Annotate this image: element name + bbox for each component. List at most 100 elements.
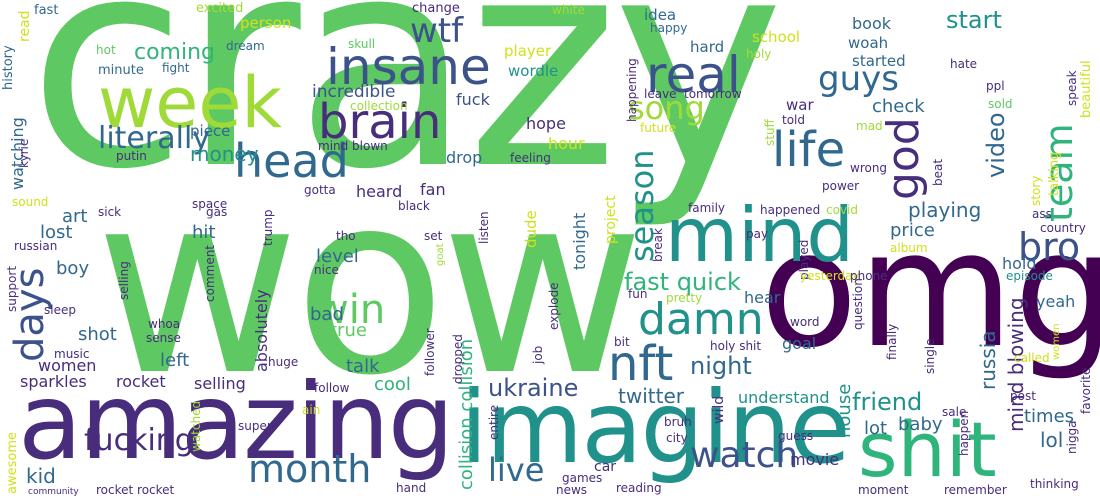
word-story: story (1029, 175, 1043, 206)
word-change: change (412, 1, 460, 16)
word-space: space (192, 197, 228, 211)
word-question: question (851, 278, 865, 330)
word-mind-blown: mind blown (318, 139, 388, 153)
word-money: money (190, 142, 259, 166)
word-house: house (834, 383, 855, 438)
word-tho: tho (336, 229, 356, 243)
word-remember: remember (944, 483, 1007, 497)
word-sound: sound (12, 195, 49, 209)
word-russia: russia (976, 330, 1000, 390)
word-watch: watch (690, 435, 799, 476)
word-wild: wild (711, 395, 727, 424)
word-night: night (690, 352, 752, 380)
word-happen: happen (957, 410, 971, 456)
word-music: music (54, 347, 90, 361)
word-wow: wow (95, 139, 645, 430)
word-book: book (852, 14, 891, 33)
word-real: real (646, 46, 741, 104)
word-baby: baby (898, 414, 943, 435)
word-listen: listen (477, 211, 491, 244)
word-moment: moment (858, 483, 909, 497)
word-incredible: incredible (312, 82, 396, 102)
word-kid: kid (26, 464, 56, 488)
word-win: win (316, 287, 386, 333)
word-true: true (330, 320, 367, 341)
word-cool: cool (374, 374, 411, 395)
word-nft: nft (608, 336, 674, 392)
word-song: song (628, 89, 705, 127)
word-women-small: women (1051, 323, 1062, 360)
word-live: live (488, 451, 545, 489)
word-bruh: bruh (664, 415, 692, 429)
word-mad: mad (856, 119, 883, 133)
word-friend: friend (852, 388, 923, 416)
word-sense: sense (146, 331, 181, 345)
word-idea: idea (644, 6, 677, 24)
word-hold: hold (1002, 254, 1037, 273)
word-woah: woah (848, 34, 889, 52)
word-nigga: nigga (1065, 420, 1079, 454)
word-yeah: yeah (1036, 292, 1076, 311)
word-skull: skull (348, 37, 376, 51)
word-dropped: dropped (451, 334, 465, 384)
word-happened: happened (760, 203, 821, 217)
word-talk: talk (346, 356, 380, 377)
word-project: project (603, 195, 619, 244)
word-support: support (5, 265, 19, 312)
word-bit: bit (614, 335, 630, 349)
word-gotta: gotta (304, 183, 336, 197)
word-watched: watched (189, 400, 203, 452)
word-twitter: twitter (618, 384, 684, 408)
word-head: head (234, 134, 349, 188)
word-fun: fun (628, 287, 648, 301)
word-city: city (666, 431, 688, 445)
word-times: times (1024, 406, 1075, 427)
word-games: games (562, 471, 603, 485)
word-war: war (786, 96, 814, 114)
word-talking: talking (1047, 151, 1062, 196)
word-imagine: imagine (460, 369, 851, 486)
word-gas: gas (206, 205, 228, 219)
word-life: life (772, 122, 846, 178)
word-episode: episode (1006, 269, 1053, 283)
word-literally: literally (98, 121, 211, 156)
word-hot: hot (96, 43, 116, 57)
word-entire: entire (487, 404, 501, 440)
word-hard: hard (690, 38, 725, 56)
word-future: future (640, 121, 677, 135)
word-lol: lol (1040, 428, 1064, 452)
word-sick: sick (98, 205, 122, 219)
word-dream: dream (226, 39, 265, 53)
word-huge: huge (268, 355, 299, 369)
word-bro: bro (1018, 225, 1081, 269)
word-told: told (782, 113, 805, 127)
word-selling: selling (194, 374, 246, 393)
word-hear: hear (744, 288, 781, 307)
word-fight: fight (162, 61, 190, 75)
word-month: month (248, 447, 372, 491)
word-holy: holy (746, 47, 772, 61)
word-person: person (240, 14, 292, 32)
word-single: single (923, 338, 937, 374)
word-understand: understand (738, 388, 830, 407)
word-shit: shit (858, 405, 997, 494)
word-rocket-rocket: rocket rocket (96, 483, 175, 497)
word-school: school (752, 28, 801, 46)
word-left: left (160, 350, 190, 371)
word-wordle: wordle (508, 62, 559, 80)
word-art: art (62, 206, 88, 227)
word-tomorrow: tomorrow (684, 87, 742, 101)
word-super: super (238, 419, 272, 433)
word-minute: minute (98, 63, 144, 78)
word-called: called (1014, 351, 1050, 365)
word-hope: hope (526, 114, 566, 133)
word-comment: comment (203, 244, 217, 302)
word-stuff: stuff (763, 119, 777, 146)
word-covid: covid (826, 203, 858, 217)
word-playing: playing (908, 198, 982, 222)
word-wtf: wtf (410, 11, 464, 51)
word-country: country (1040, 221, 1086, 235)
word-speak: speak (1065, 70, 1079, 106)
word-goal: goal (782, 334, 817, 353)
word-lost: lost (40, 222, 73, 243)
